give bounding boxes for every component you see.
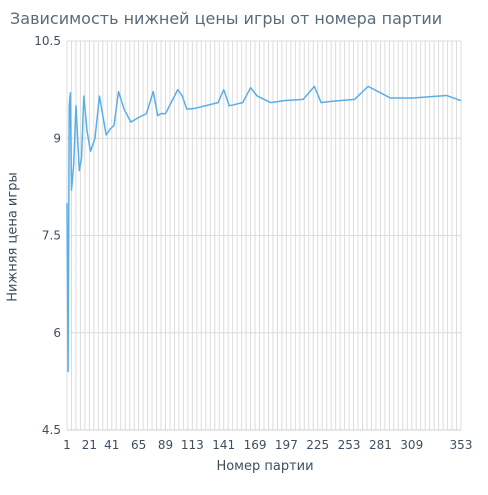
grid-y xyxy=(67,40,461,431)
x-axis-label: Номер партии xyxy=(216,459,314,474)
series-line xyxy=(66,85,462,373)
x-tick-label: 253 xyxy=(338,438,361,452)
x-tick-label: 141 xyxy=(212,438,235,452)
x-tick-label: 281 xyxy=(369,438,392,452)
x-tick-label: 113 xyxy=(181,438,204,452)
y-tick-label: 10.5 xyxy=(34,34,61,48)
x-tick-labels: 1 21 41 65 89 113 141 169 197 225 253 281 309 353 xyxy=(63,438,472,452)
x-tick-label: 225 xyxy=(306,438,329,452)
x-tick-label: 41 xyxy=(104,438,119,452)
x-tick-label: 89 xyxy=(158,438,173,452)
x-tick-label: 197 xyxy=(275,438,298,452)
y-tick-label: 9 xyxy=(53,131,61,145)
series xyxy=(66,85,462,373)
x-tick-label: 21 xyxy=(82,438,97,452)
y-tick-label: 7.5 xyxy=(42,229,61,243)
y-tick-label: 4.5 xyxy=(42,423,61,437)
x-tick-label: 309 xyxy=(400,438,423,452)
y-tick-label: 6 xyxy=(53,326,61,340)
x-tick-label: 65 xyxy=(131,438,146,452)
x-tick-label: 1 xyxy=(63,438,71,452)
x-tick-label: 169 xyxy=(244,438,267,452)
x-tick-label: 353 xyxy=(450,438,473,452)
chart-title: Зависимость нижней цены игры от номера п… xyxy=(10,9,443,28)
y-tick-labels: 4.5 6 7.5 9 10.5 xyxy=(34,34,61,437)
